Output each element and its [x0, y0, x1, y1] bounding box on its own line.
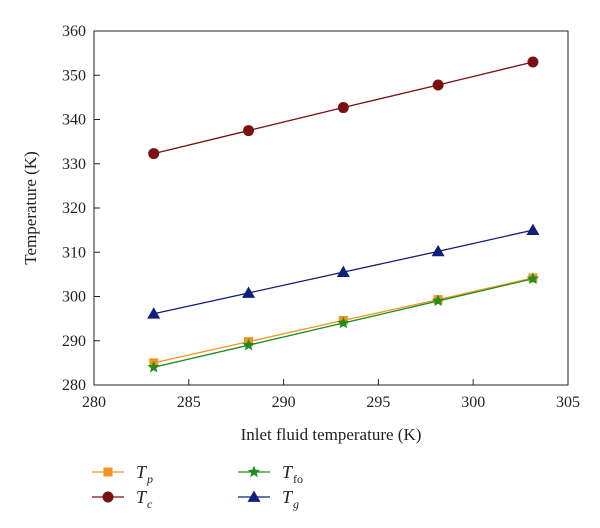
x-tick-label: 305	[556, 394, 580, 411]
y-tick-label: 330	[62, 156, 86, 173]
legend-label-tp: Tp	[136, 462, 153, 486]
y-tick-label: 300	[62, 289, 86, 306]
x-tick-label: 280	[82, 394, 106, 411]
x-tick-label: 285	[177, 394, 201, 411]
data-point-tfo	[526, 272, 540, 285]
series-tc	[148, 56, 539, 160]
legend-item-tp: Tp	[92, 462, 153, 486]
data-point-tg	[147, 307, 161, 319]
legend-item-tfo: Tfo	[238, 462, 303, 486]
y-tick-label: 280	[62, 377, 86, 394]
y-tick-label: 350	[62, 67, 86, 84]
data-point-tc	[432, 79, 444, 91]
data-point-tc	[527, 56, 539, 68]
x-tick-label: 295	[366, 394, 390, 411]
legend-label-tc: Tc	[136, 487, 153, 511]
data-point-tg	[242, 286, 256, 298]
legend-label-tfo: Tfo	[282, 462, 303, 486]
x-tick-label: 300	[461, 394, 485, 411]
x-axis-label: Inlet fluid temperature (K)	[241, 425, 422, 444]
data-point-tfo	[147, 360, 160, 373]
x-tick-label: 290	[272, 394, 296, 411]
data-point-tfo	[242, 338, 255, 351]
legend-label-tg: Tg	[282, 487, 299, 511]
data-point-tfo	[337, 316, 350, 329]
data-point-tc	[243, 125, 255, 137]
legend-marker-tfo	[247, 465, 261, 478]
series-tfo	[147, 272, 540, 373]
y-tick-label: 310	[62, 244, 86, 261]
legend-item-tc: Tc	[92, 487, 153, 511]
legend-marker-tc	[102, 491, 114, 503]
data-point-tg	[431, 244, 445, 257]
data-point-tg	[526, 223, 540, 235]
y-tick-label: 290	[62, 333, 86, 350]
legend-marker-tg	[247, 490, 261, 502]
data-point-tg	[336, 265, 350, 278]
y-tick-label: 340	[62, 112, 86, 129]
data-point-tfo	[431, 294, 445, 307]
series-layer	[147, 56, 540, 373]
y-tick-label: 360	[62, 23, 86, 40]
series-tg	[147, 223, 540, 319]
data-point-tc	[337, 102, 349, 114]
legend-item-tg: Tg	[238, 487, 299, 511]
legend-marker-tp	[103, 467, 113, 477]
data-point-tc	[148, 148, 160, 160]
y-tick-label: 320	[62, 200, 86, 217]
axis-ticks: 280 285 290 295 300 305 280 290 300 310 320 330 340 3…	[62, 23, 580, 411]
y-axis-label: Temperature (K)	[21, 151, 40, 265]
plot-frame	[93, 30, 569, 386]
